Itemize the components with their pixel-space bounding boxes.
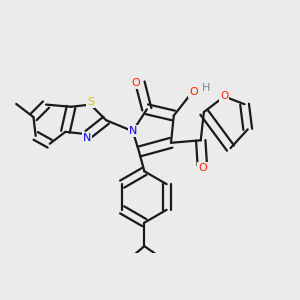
Text: O: O: [198, 163, 207, 173]
Text: H: H: [202, 83, 210, 93]
Text: N: N: [82, 133, 91, 143]
Text: S: S: [87, 97, 94, 107]
Text: O: O: [220, 92, 228, 101]
Text: O: O: [189, 87, 198, 97]
Text: O: O: [132, 78, 141, 88]
Text: N: N: [129, 126, 137, 136]
